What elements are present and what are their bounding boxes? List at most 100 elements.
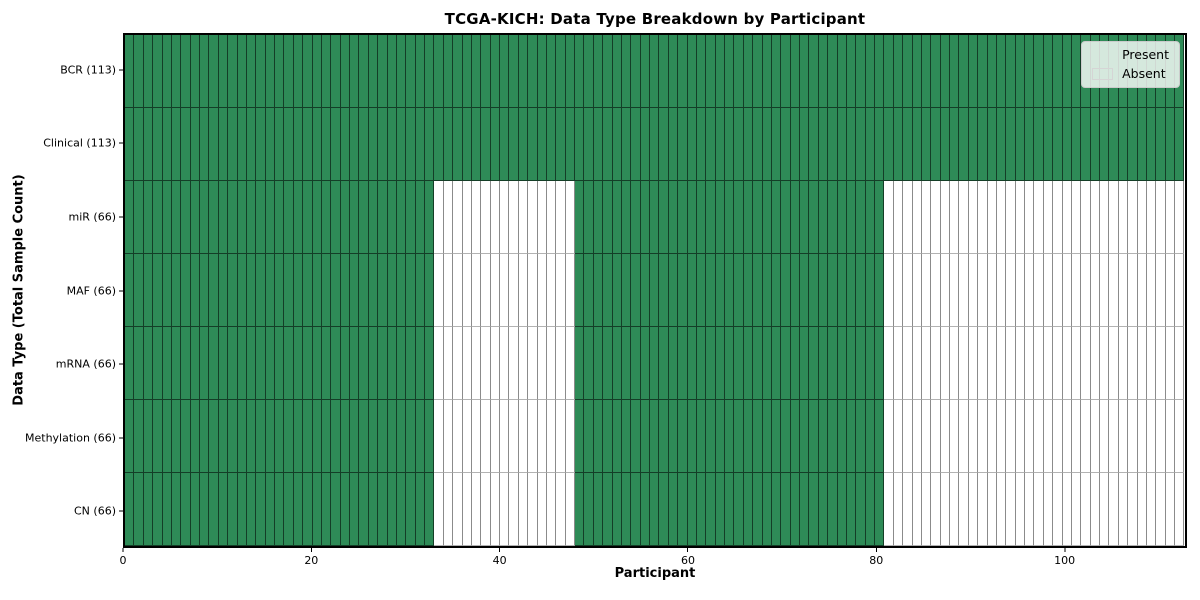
heatmap-cell <box>940 327 950 400</box>
heatmap-cell <box>453 400 463 473</box>
heatmap-cell <box>631 181 641 254</box>
heatmap-cell <box>603 400 613 473</box>
heatmap-cell <box>565 400 575 473</box>
heatmap-cell <box>331 254 341 327</box>
heatmap-cell <box>190 35 200 108</box>
heatmap-cell <box>743 35 754 108</box>
heatmap-cell <box>678 108 688 181</box>
heatmap-cell <box>631 254 641 327</box>
heatmap-cell <box>125 181 135 254</box>
heatmap-cell <box>181 254 191 327</box>
heatmap-cell <box>1100 108 1110 181</box>
heatmap-cell <box>809 108 819 181</box>
heatmap-cell <box>443 35 454 108</box>
heatmap-cell <box>968 181 979 254</box>
heatmap-cell <box>546 35 557 108</box>
heatmap-cell <box>1015 108 1025 181</box>
heatmap-cell <box>471 181 482 254</box>
heatmap-cell <box>209 327 219 400</box>
heatmap-cell <box>931 473 941 546</box>
heatmap-cell <box>706 181 716 254</box>
x-tickmark <box>1064 548 1066 552</box>
heatmap-cell <box>528 108 538 181</box>
heatmap-cell <box>462 473 472 546</box>
heatmap-cell <box>809 35 819 108</box>
heatmap-cell <box>725 181 735 254</box>
heatmap-cell <box>303 35 313 108</box>
x-tick-40: 40 <box>493 548 507 567</box>
heatmap-cell <box>996 108 1007 181</box>
heatmap-cell <box>875 254 885 327</box>
heatmap-cell <box>1156 254 1166 327</box>
heatmap-cell <box>256 181 266 254</box>
heatmap-cell <box>1062 400 1072 473</box>
heatmap-cell <box>790 400 800 473</box>
heatmap-cell <box>865 108 875 181</box>
heatmap-cell <box>893 108 904 181</box>
heatmap-cell <box>218 254 229 327</box>
heatmap-cell <box>415 181 425 254</box>
y-tick-mrna: mRNA (66) <box>56 358 123 371</box>
heatmap-cell <box>1043 327 1054 400</box>
heatmap-cell <box>1146 400 1157 473</box>
heatmap-cell <box>875 181 885 254</box>
heatmap-cell <box>256 473 266 546</box>
heatmap-cell <box>275 254 285 327</box>
heatmap-row-mir <box>125 181 1185 254</box>
heatmap-cell <box>809 181 819 254</box>
heatmap-cell <box>237 108 247 181</box>
heatmap-cell <box>743 327 754 400</box>
heatmap-cell <box>1081 327 1091 400</box>
heatmap-cell <box>593 400 604 473</box>
heatmap-cell <box>378 400 388 473</box>
heatmap-cell <box>556 400 566 473</box>
heatmap-cell <box>725 254 735 327</box>
heatmap-cell <box>509 473 519 546</box>
heatmap-cell <box>246 254 257 327</box>
heatmap-cell <box>425 473 435 546</box>
heatmap-cell <box>1006 108 1016 181</box>
heatmap-cell <box>1146 181 1157 254</box>
heatmap-cell <box>593 181 604 254</box>
heatmap-cell <box>200 327 210 400</box>
heatmap-cell <box>528 400 538 473</box>
heatmap-cell <box>650 400 660 473</box>
heatmap-cell <box>790 108 800 181</box>
heatmap-cell <box>828 181 838 254</box>
heatmap-cell <box>171 108 182 181</box>
heatmap-cell <box>1090 181 1100 254</box>
heatmap-cell <box>762 400 772 473</box>
heatmap-cell <box>368 327 379 400</box>
heatmap-cell <box>940 108 950 181</box>
heatmap-cell <box>931 254 941 327</box>
heatmap-cell <box>1128 108 1138 181</box>
heatmap-cell <box>865 254 875 327</box>
heatmap-cell <box>846 35 857 108</box>
heatmap-cell <box>1118 327 1129 400</box>
heatmap-cell <box>696 181 707 254</box>
y-tick-clinical: Clinical (113) <box>43 137 123 150</box>
heatmap-cell <box>640 35 650 108</box>
heatmap-cell <box>1137 400 1147 473</box>
heatmap-cell <box>753 327 763 400</box>
heatmap-cell <box>237 327 247 400</box>
heatmap-cell <box>443 108 454 181</box>
heatmap-cell <box>1118 254 1129 327</box>
heatmap-cell <box>256 254 266 327</box>
heatmap-cell <box>312 327 322 400</box>
heatmap-cell <box>1006 181 1016 254</box>
heatmap-cell <box>659 400 669 473</box>
heatmap-cell <box>303 327 313 400</box>
heatmap-cell <box>968 473 979 546</box>
heatmap-cell <box>809 254 819 327</box>
heatmap-cell <box>312 181 322 254</box>
heatmap-cell <box>884 473 894 546</box>
heatmap-cell <box>978 473 988 546</box>
heatmap-cell <box>1071 400 1082 473</box>
heatmap-cell <box>171 254 182 327</box>
heatmap-cell <box>987 473 997 546</box>
heatmap-cell <box>406 35 416 108</box>
heatmap-cell <box>134 108 144 181</box>
heatmap-cell <box>818 327 829 400</box>
heatmap-cell <box>509 181 519 254</box>
